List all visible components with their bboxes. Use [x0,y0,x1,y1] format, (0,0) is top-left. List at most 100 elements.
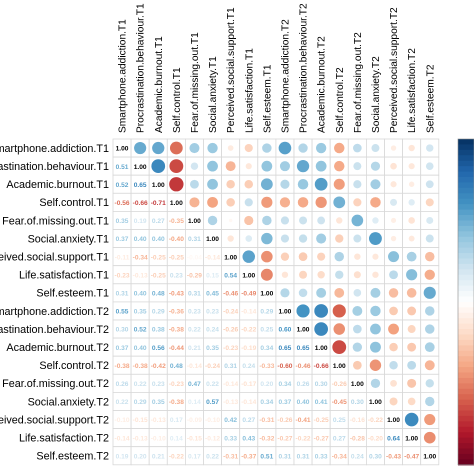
colorbar-segment [458,193,474,200]
correlation-circle [226,179,235,189]
correlation-value: -0.15 [133,417,148,424]
correlation-value: 0.20 [134,453,147,460]
correlation-value: -0.17 [241,381,256,388]
colorbar-segment [458,231,474,238]
correlation-circle [370,378,381,389]
colorbar-segment [458,242,474,249]
correlation-circle [424,360,435,371]
colorbar-segment [458,432,474,439]
correlation-value: -0.66 [133,200,148,207]
correlation-value: 0.25 [260,327,273,334]
correlation-value: -0.56 [115,200,130,207]
correlation-value: -0.40 [169,236,184,243]
correlation-circle [336,217,343,224]
correlation-value: 0.21 [152,453,165,460]
correlation-circle [244,143,253,153]
row-label: Self.esteem.T1 [36,288,109,300]
correlation-circle [425,162,434,170]
correlation-value: 0.31 [188,290,201,297]
correlation-circle [190,162,199,170]
correlation-circle [207,160,218,172]
correlation-value: 0.41 [315,399,328,406]
correlation-value: 0.31 [279,453,292,460]
diagonal-value: 1.00 [134,164,147,171]
correlation-value: 0.19 [116,453,129,460]
matrix-cells: 1.000.51 1.000.52 0.65 1.00-0.56 -0.66 -0.71 1… [112,138,440,466]
correlation-circle [262,215,272,226]
colorbar-segment [458,301,474,308]
row-label: Self.control.T2 [39,360,109,372]
correlation-circle [407,360,417,370]
correlation-circle [425,379,434,388]
correlation-circle [425,198,434,207]
correlation-value: 0.54 [224,272,237,279]
colorbar-segment [458,399,474,406]
correlation-value: 0.31 [116,290,129,297]
correlation-value: 0.23 [206,309,219,316]
correlation-value: -0.60 [277,363,292,370]
colorbar-segment [458,339,474,346]
correlation-value: -0.31 [223,453,238,460]
correlation-circle [406,288,417,298]
colorbar-segment [458,307,474,314]
correlation-value: 0.22 [206,453,219,460]
correlation-value: 0.22 [206,381,219,388]
correlation-value: 0.26 [116,381,129,388]
correlation-circle [369,359,382,371]
correlation-circle [334,287,345,298]
correlation-value: -0.22 [368,417,383,424]
correlation-value: 0.19 [134,218,147,225]
colorbar-segment [458,367,474,374]
correlation-value: -0.15 [187,435,202,442]
colorbar-segment [458,350,474,357]
correlation-value: 0.30 [351,399,364,406]
diagonal-value: 1.00 [297,327,310,334]
correlation-circle [314,322,329,336]
correlation-value: -0.46 [296,363,311,370]
correlation-circle [408,199,415,206]
diagonal-value: 1.00 [170,200,183,207]
diagonal-value: 1.00 [405,435,418,442]
correlation-value: 0.23 [170,272,183,279]
correlation-circle [261,250,273,263]
correlation-circle [423,431,436,444]
correlation-circle [352,305,363,316]
diagonal-value: 1.00 [242,272,255,279]
correlation-value: 0.33 [315,453,328,460]
correlation-value: -0.13 [223,399,238,406]
row-label: Academic.burnout.T1 [6,179,109,191]
correlation-circle [423,286,436,299]
correlation-value: -0.42 [151,363,166,370]
correlation-circle [169,141,183,155]
correlation-value: 0.30 [116,327,129,334]
correlation-value: 0.21 [188,345,201,352]
correlation-value: -0.43 [386,453,401,460]
correlation-circle [370,161,381,171]
correlation-value: 0.33 [224,435,237,442]
correlation-value: 0.56 [152,345,165,352]
correlation-value: -0.14 [187,363,202,370]
correlation-value: -0.10 [115,417,130,424]
correlation-value: 0.34 [279,381,292,388]
column-label: Academic.burnout.T1 [154,36,165,133]
correlation-circle [334,142,345,154]
correlation-value: -0.35 [169,218,184,225]
correlation-circle [354,253,361,260]
correlation-value: -0.44 [169,345,184,352]
correlation-value: 0.22 [116,399,129,406]
correlation-value: 0.51 [116,164,129,171]
correlation-value: 0.37 [279,399,292,406]
diagonal-value: 1.00 [206,236,219,243]
column-label: Fear.of.missing.out.T2 [353,32,364,133]
correlation-circle [244,179,254,189]
column-label: Self.control.T2 [335,67,346,133]
correlation-value: 0.60 [279,327,292,334]
correlation-value: 0.65 [297,345,310,352]
correlation-value: -0.45 [332,399,347,406]
correlation-value: 0.40 [134,345,147,352]
correlation-value: -0.26 [277,417,292,424]
colorbar-segment [458,405,474,412]
diagonal-value: 1.00 [351,381,364,388]
correlation-circle [426,216,434,224]
correlation-value: -0.38 [133,363,148,370]
